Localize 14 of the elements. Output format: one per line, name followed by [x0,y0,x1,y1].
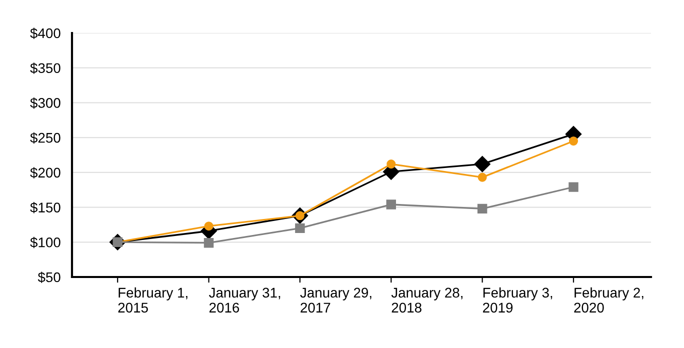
x-tick-label: January 29, 2017 [300,288,372,313]
y-tick-label: $350 [30,62,60,74]
x-tick-label: February 1, 2015 [118,287,188,313]
y-tick-label: $150 [30,202,60,214]
y-tick-label: $300 [30,97,60,109]
y-tick-label: $400 [30,28,60,39]
x-tick-label: January 31, 2016 [208,288,280,313]
y-tick-label: $100 [30,236,60,248]
y-tick-label: $50 [38,272,60,283]
x-tick-label: February 2, 2020 [574,287,644,313]
x-tick-label: January 28, 2018 [391,288,462,313]
y-tick-label: $200 [30,167,60,178]
x-tick-label: February 3, 2019 [483,287,552,313]
y-tick-label: $250 [30,132,60,144]
